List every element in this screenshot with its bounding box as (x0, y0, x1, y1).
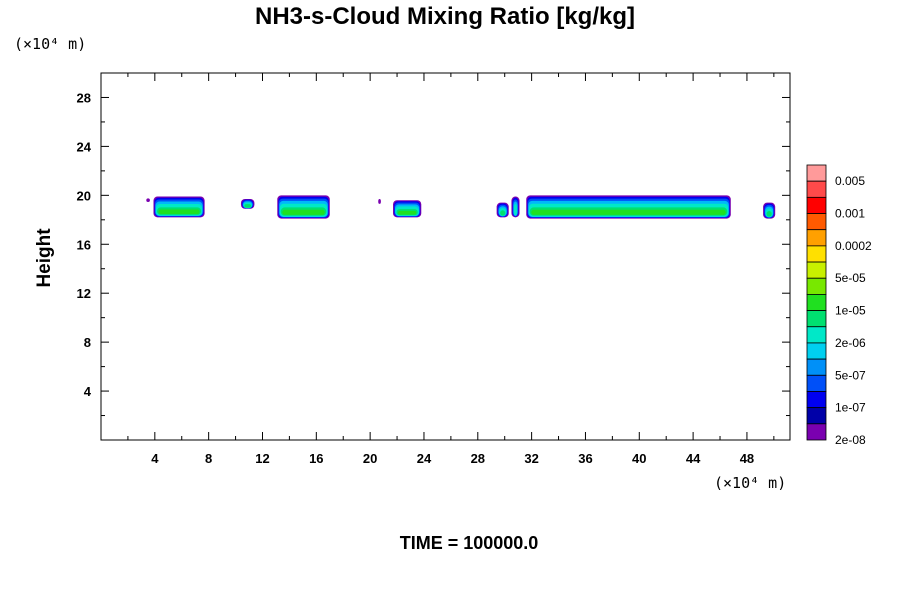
plot-frame (100, 72, 791, 441)
cloud-band (766, 210, 772, 217)
colorbar-swatch (806, 407, 827, 425)
cloud-band (513, 204, 518, 216)
x-tick-label: 32 (524, 451, 538, 466)
colorbar-swatch (806, 294, 827, 311)
colorbar-swatch (806, 245, 827, 263)
colorbar-label: 0.0002 (835, 239, 872, 253)
cloud-segment (511, 196, 520, 218)
cloud-band (244, 204, 251, 208)
x-tick-label: 8 (205, 451, 212, 466)
cloud-segment (526, 195, 731, 219)
cloud-segment (763, 202, 776, 219)
colorbar-swatch (806, 164, 827, 182)
x-tick-label: 36 (578, 451, 592, 466)
colorbar-swatch (806, 213, 827, 231)
colorbar-swatch (806, 310, 827, 328)
colorbar-swatch (806, 196, 827, 214)
cloud-layer (146, 195, 776, 219)
y-axis-label: Height (34, 228, 55, 288)
colorbar-label: 5e-07 (835, 368, 866, 382)
x-tick-label: 16 (309, 451, 323, 466)
colorbar-label: 0.001 (835, 207, 865, 221)
cloud-segment (378, 199, 381, 204)
colorbar-label: 2e-06 (835, 336, 866, 350)
cloud-segment (153, 196, 205, 218)
colorbar-swatch (806, 180, 827, 198)
time-label: TIME = 100000.0 (400, 533, 539, 553)
y-tick-label: 20 (77, 188, 91, 203)
colorbar-swatch (806, 261, 827, 279)
x-axis-unit: (×10⁴ m) (714, 474, 786, 492)
colorbar-swatch (806, 326, 827, 344)
cloud-point (146, 198, 150, 203)
colorbar-label: 2e-08 (835, 433, 866, 447)
cloud-segment (496, 202, 509, 218)
cloud-band (282, 209, 325, 215)
colorbar-swatch (806, 277, 827, 295)
y-tick-label: 24 (77, 139, 92, 154)
colorbar-label: 1e-05 (835, 304, 866, 318)
colorbar-swatch (806, 342, 827, 360)
x-tick-label: 40 (632, 451, 646, 466)
cloud-segment (240, 199, 255, 209)
cloud-band (158, 209, 200, 215)
x-tick-label: 24 (417, 451, 432, 466)
x-tick-label: 28 (471, 451, 485, 466)
colorbar: 0.005 0.001 0.0002 5e-05 1e-05 2e-06 5e-07 1e-0… (806, 164, 872, 447)
x-tick-label: 12 (255, 451, 269, 466)
colorbar-label: 0.005 (835, 174, 865, 188)
y-tick-label: 28 (77, 90, 91, 105)
colorbar-label: 5e-05 (835, 271, 866, 285)
cloud-band (398, 210, 417, 215)
y-axis-unit: (×10⁴ m) (14, 35, 86, 53)
cloud-band (531, 209, 726, 215)
y-tick-label: 16 (77, 237, 91, 252)
colorbar-swatch (806, 423, 827, 441)
y-tick-label: 8 (84, 335, 91, 350)
y-tick-label: 12 (77, 286, 91, 301)
cloud-segment (393, 200, 422, 218)
y-tick-label: 4 (84, 384, 92, 399)
colorbar-swatch (806, 229, 827, 247)
x-tick-label: 4 (151, 451, 159, 466)
cloud-band (378, 199, 381, 204)
cloud-segment (277, 195, 330, 219)
x-tick-label: 20 (363, 451, 377, 466)
colorbar-label: 1e-07 (835, 401, 866, 415)
x-tick-label: 44 (686, 451, 701, 466)
colorbar-swatch (806, 374, 827, 392)
x-tick-label: 48 (740, 451, 754, 466)
colorbar-swatch (806, 358, 827, 376)
cloud-band (500, 210, 506, 216)
chart-title: NH3-s-Cloud Mixing Ratio [kg/kg] (255, 3, 635, 30)
colorbar-swatch (806, 391, 827, 409)
